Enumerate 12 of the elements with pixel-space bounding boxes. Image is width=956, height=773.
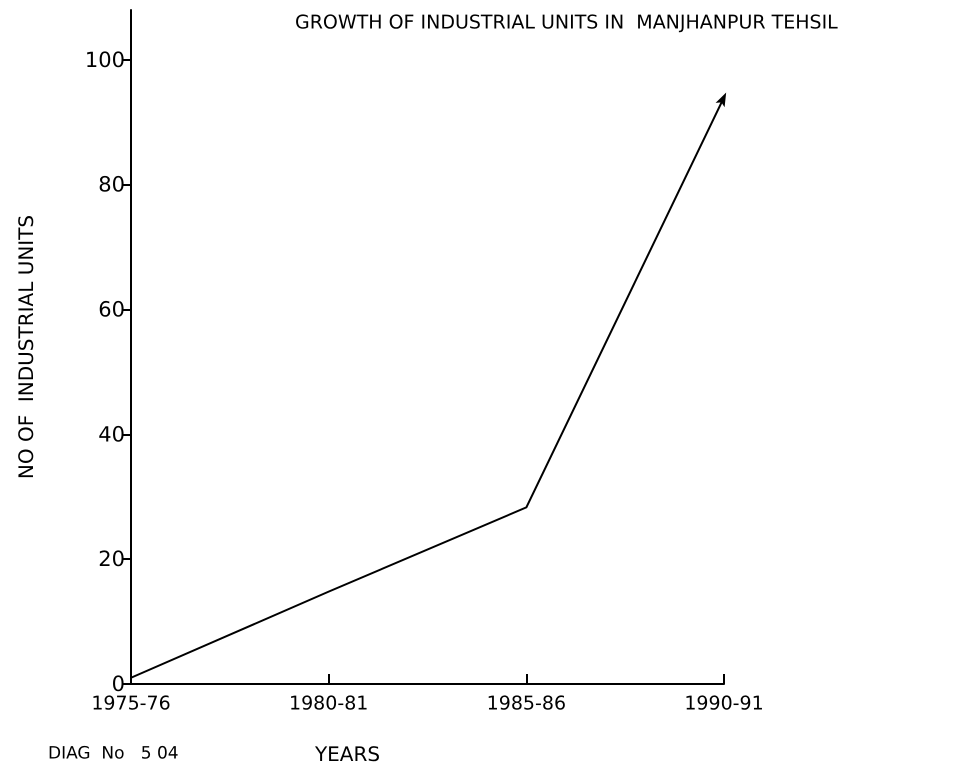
text: DIAG No 5 04	[48, 744, 179, 764]
x-tick-label: 1990-91	[684, 692, 764, 714]
y-tick-label: 100	[84, 48, 125, 72]
y-tick-label: 40	[98, 422, 125, 446]
y-tick-label: 80	[98, 172, 125, 197]
y-tick-label: 20	[98, 547, 125, 572]
x-tick-label: 1985-86	[486, 692, 566, 714]
x-tick-label: 1980-81	[288, 692, 368, 714]
chart-title: GROWTH OF INDUSTRIAL UNITS IN MANJHANPUR TEHSIL	[295, 12, 838, 34]
y-tick-label: 60	[98, 298, 125, 322]
x-axis-title: YEARS	[314, 742, 380, 766]
y-axis-title: NO OF INDUSTRIAL UNITS	[14, 214, 38, 480]
